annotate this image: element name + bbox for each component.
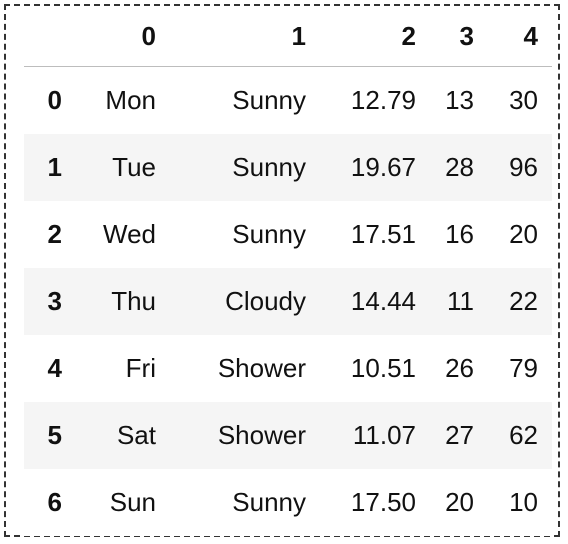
table-cell: 11 [447, 285, 474, 316]
column-header: 2 [320, 6, 430, 67]
table-cell: Wed [103, 218, 156, 249]
table-cell: Sunny [232, 151, 306, 182]
table-cell: 28 [445, 151, 474, 182]
output-frame: 0 1 2 3 4 0 Mon Sunny 12.79 13 30 1 Tue … [4, 4, 560, 537]
table-cell: Sat [116, 419, 156, 450]
table-cell: 20 [509, 218, 538, 249]
column-header: 3 [430, 6, 488, 67]
row-index: 2 [47, 218, 62, 249]
table-row: 4 Fri Shower 10.51 26 79 [24, 334, 552, 402]
table-body: 0 Mon Sunny 12.79 13 30 1 Tue Sunny 19.6… [24, 66, 552, 536]
table-row: 1 Tue Sunny 19.67 28 96 [24, 133, 552, 201]
table-cell: 14.44 [350, 285, 416, 316]
table-cell: 11.07 [352, 419, 416, 450]
table-cell: Tue [112, 151, 156, 182]
table-row: 0 Mon Sunny 12.79 13 30 [24, 66, 552, 134]
table-cell: 79 [509, 352, 538, 383]
table-cell: 20 [445, 486, 474, 517]
row-index: 6 [47, 486, 62, 517]
table-cell: Sunny [232, 84, 306, 115]
table-cell: 10 [509, 486, 538, 517]
row-index: 3 [47, 285, 62, 316]
table-header: 0 1 2 3 4 [24, 6, 552, 67]
table-cell: 96 [509, 151, 538, 182]
table-row: 2 Wed Sunny 17.51 16 20 [24, 200, 552, 268]
table-cell: 17.51 [350, 218, 416, 249]
table-cell: 16 [445, 218, 474, 249]
table-cell: Thu [111, 285, 156, 316]
table-cell: 30 [509, 84, 538, 115]
column-header: 4 [488, 6, 552, 67]
header-row: 0 1 2 3 4 [24, 6, 552, 67]
column-header: 1 [170, 6, 320, 67]
table-cell: Cloudy [225, 285, 306, 316]
column-header: 0 [76, 6, 170, 67]
table-cell: 10.51 [350, 352, 416, 383]
table-cell: Sunny [232, 486, 306, 517]
dataframe-table: 0 1 2 3 4 0 Mon Sunny 12.79 13 30 1 Tue … [24, 6, 552, 536]
row-index: 0 [47, 84, 62, 115]
table-row: 5 Sat Shower 11.07 27 62 [24, 401, 552, 469]
table-cell: 13 [445, 84, 474, 115]
table-cell: Shower [217, 419, 306, 450]
table-cell: Sun [109, 486, 156, 517]
table-cell: Shower [217, 352, 306, 383]
table-cell: 19.67 [350, 151, 416, 182]
table-row: 6 Sun Sunny 17.50 20 10 [24, 468, 552, 536]
row-index: 1 [47, 151, 62, 182]
table-cell: Sunny [232, 218, 306, 249]
table-cell: 17.50 [350, 486, 416, 517]
table-cell: Mon [105, 84, 156, 115]
table-cell: 62 [509, 419, 538, 450]
row-index: 4 [47, 352, 62, 383]
table-row: 3 Thu Cloudy 14.44 11 22 [24, 267, 552, 335]
table-cell: 12.79 [350, 84, 416, 115]
table-cell: 27 [445, 419, 474, 450]
row-index: 5 [47, 419, 62, 450]
table-cell: Fri [125, 352, 156, 383]
table-cell: 26 [445, 352, 474, 383]
index-header [24, 6, 76, 67]
table-cell: 22 [509, 285, 538, 316]
